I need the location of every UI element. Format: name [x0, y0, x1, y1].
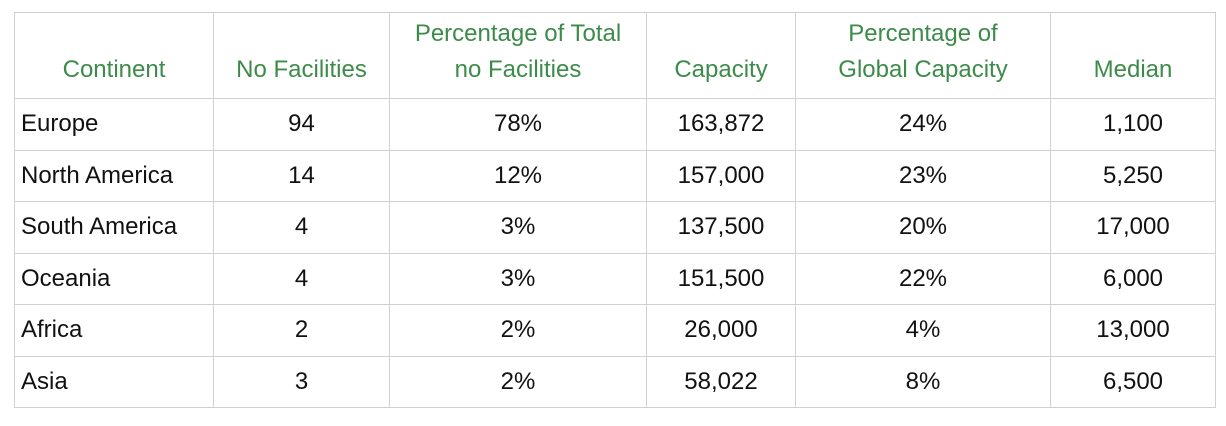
table-cell: 157,000 — [646, 149, 796, 202]
table-cell: 2 — [213, 304, 390, 357]
table-cell: 3 — [213, 355, 390, 408]
table-cell: Europe — [14, 98, 214, 151]
table-cell: 163,872 — [646, 98, 796, 151]
table-cell: 24% — [795, 98, 1051, 151]
table-cell: 17,000 — [1050, 201, 1216, 254]
table-cell: 20% — [795, 201, 1051, 254]
table-cell: 2% — [389, 304, 647, 357]
table-cell: 22% — [795, 252, 1051, 305]
header-text: Median — [1093, 56, 1173, 83]
table-cell: 137,500 — [646, 201, 796, 254]
header-text: Percentage of Global Capacity — [838, 20, 1008, 83]
table-cell: 1,100 — [1050, 98, 1216, 151]
table-cell: Asia — [14, 355, 214, 408]
table-cell: 23% — [795, 149, 1051, 202]
table-cell: 8% — [795, 355, 1051, 408]
header-text: Percentage of Total no Facilities — [414, 20, 622, 83]
table-cell: Oceania — [14, 252, 214, 305]
table-cell: 6,000 — [1050, 252, 1216, 305]
table-body: Europe 94 78% 163,872 24% 1,100 North America 1… — [14, 98, 1216, 408]
header-cell: Median — [1050, 12, 1216, 99]
header-cell: Percentage of Global Capacity — [795, 12, 1051, 99]
table-cell: 12% — [389, 149, 647, 202]
table-row: Asia 3 2% 58,022 8% 6,500 — [14, 355, 1216, 408]
header-row: Continent No Facilities Percentage of Tota… — [14, 12, 1216, 99]
table-cell: South America — [14, 201, 214, 254]
table-cell: 151,500 — [646, 252, 796, 305]
table-cell: 3% — [389, 201, 647, 254]
table-row: South America 4 3% 137,500 20% 17,000 — [14, 201, 1216, 254]
table-cell: 94 — [213, 98, 390, 151]
table-cell: Africa — [14, 304, 214, 357]
header-text: Continent — [62, 56, 166, 83]
header-cell: Percentage of Total no Facilities — [389, 12, 647, 99]
table-cell: 78% — [389, 98, 647, 151]
table-cell: 3% — [389, 252, 647, 305]
table-cell: 4 — [213, 201, 390, 254]
header-cell: No Facilities — [213, 12, 390, 99]
header-text: No Facilities — [236, 56, 367, 83]
table-cell: 13,000 — [1050, 304, 1216, 357]
table-cell: 4% — [795, 304, 1051, 357]
table-cell: 4 — [213, 252, 390, 305]
table-cell: 14 — [213, 149, 390, 202]
table-row: Oceania 4 3% 151,500 22% 6,000 — [14, 252, 1216, 305]
table-cell: 6,500 — [1050, 355, 1216, 408]
table-cell: 58,022 — [646, 355, 796, 408]
table-row: North America 14 12% 157,000 23% 5,250 — [14, 149, 1216, 202]
header-cell: Capacity — [646, 12, 796, 99]
data-table: Continent No Facilities Percentage of Tota… — [14, 12, 1216, 408]
table-cell: 26,000 — [646, 304, 796, 357]
table-cell: 5,250 — [1050, 149, 1216, 202]
table-cell: 2% — [389, 355, 647, 408]
table-row: Africa 2 2% 26,000 4% 13,000 — [14, 304, 1216, 357]
header-cell: Continent — [14, 12, 214, 99]
table-row: Europe 94 78% 163,872 24% 1,100 — [14, 98, 1216, 151]
header-text: Capacity — [674, 56, 768, 83]
table-cell: North America — [14, 149, 214, 202]
